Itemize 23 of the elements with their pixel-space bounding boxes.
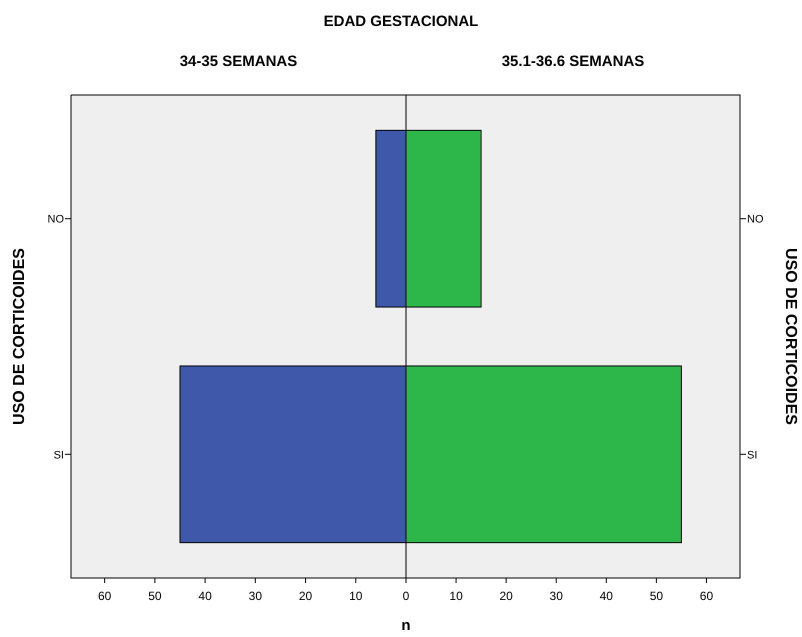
y-tick-label: NO [747, 214, 764, 226]
x-tick-label: 20 [499, 589, 514, 603]
x-tick-label: 0 [402, 589, 410, 603]
x-tick-label: 30 [550, 589, 564, 603]
y-axis-title: USO DE CORTICOIDES [782, 248, 799, 426]
x-tick-label: 50 [148, 589, 162, 603]
x-tick-label: 60 [700, 589, 714, 603]
x-tick-label: 50 [650, 589, 664, 603]
x-tick-label: 10 [449, 589, 464, 603]
x-tick-label: 20 [298, 589, 313, 603]
chart-subtitle: 34-35 SEMANAS [180, 53, 298, 70]
x-tick-label: 10 [349, 589, 363, 603]
y-tick-label: SI [747, 449, 758, 462]
x-tick-label: 40 [600, 589, 614, 603]
chart-subtitle: 35.1-36.6 SEMANAS [502, 53, 644, 70]
x-tick-label: 30 [248, 589, 262, 603]
y-tick-label: NO [48, 214, 64, 226]
y-axis-title: USO DE CORTICOIDES [11, 248, 28, 425]
x-tick-label: 40 [198, 589, 212, 603]
chart-title: EDAD GESTACIONAL [324, 13, 478, 30]
x-axis-title: n [401, 617, 411, 634]
y-tick-label: SI [54, 449, 64, 462]
x-tick-label: 60 [98, 589, 112, 603]
